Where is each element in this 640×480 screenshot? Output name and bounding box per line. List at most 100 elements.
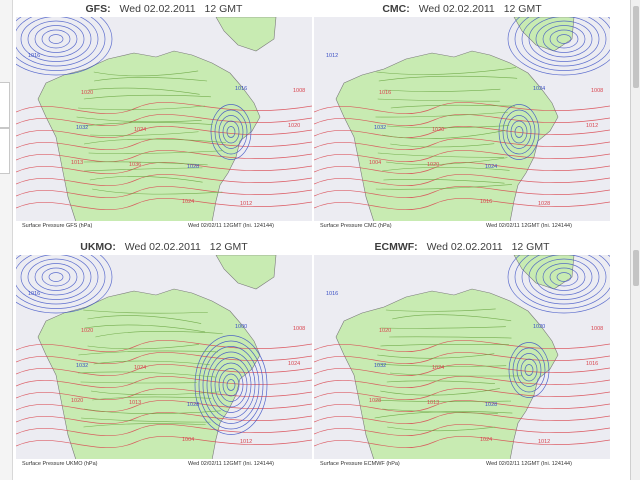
continental-isobar: [87, 315, 202, 324]
pressure-label: 1008: [591, 88, 603, 94]
low-isobar: [521, 255, 607, 305]
high-isobar: [16, 352, 312, 365]
continental-isobar: [380, 326, 506, 329]
caption-run-info: Wed 02/02/11 12GMT (Ini. 124144): [188, 461, 274, 467]
continental-isobar: [83, 94, 211, 100]
low-isobar: [516, 353, 542, 387]
continental-isobar: [385, 157, 508, 165]
map-caption: Surface Pressure ECMWF (hPa) Wed 02/02/1…: [314, 459, 610, 470]
low-isobar: [512, 347, 546, 393]
pressure-map[interactable]: 1012 1016 1020 1024 1028 1008 1032 1020 1016 1024…: [314, 17, 610, 222]
low-isobar: [210, 357, 252, 413]
continent-landmass: [335, 50, 559, 222]
continental-isobar: [385, 308, 496, 312]
pressure-label: 1016: [326, 291, 338, 297]
pressure-label: 1024: [134, 365, 146, 371]
side-tab-bottom[interactable]: [0, 128, 10, 174]
high-isobar: [314, 340, 610, 353]
continental-isobar: [377, 353, 495, 359]
pressure-label: 1032: [374, 363, 386, 369]
low-isobar: [194, 335, 268, 435]
pressure-label: 1013: [71, 160, 83, 166]
high-isobar: [314, 424, 610, 437]
continental-isobar: [88, 150, 224, 154]
continental-isobar: [92, 188, 223, 195]
pressure-map[interactable]: 1016 1020 1024 1028 1012 1008 1032 1013 1004 1000…: [16, 255, 312, 460]
vertical-scrollbar[interactable]: [630, 0, 640, 480]
continental-isobar: [390, 104, 516, 109]
continental-isobar: [84, 408, 221, 415]
continental-isobar: [375, 111, 508, 118]
high-isobar: [16, 114, 312, 127]
scrollbar-thumb[interactable]: [633, 6, 639, 88]
high-isobar: [16, 340, 312, 353]
pressure-label: 1012: [586, 123, 598, 129]
low-isobar: [514, 17, 610, 71]
caption-run-info: Wed 02/02/11 12GMT (Ini. 124144): [188, 223, 274, 229]
high-isobar: [16, 102, 312, 115]
continental-isobar: [382, 167, 510, 172]
continental-isobar: [376, 67, 517, 75]
high-isobar: [16, 364, 312, 377]
continental-isobar: [386, 125, 510, 129]
low-isobar: [498, 104, 540, 160]
pressure-label: 1032: [76, 125, 88, 131]
caption-left: Surface Pressure GFS (hPa): [22, 223, 93, 229]
pressure-label: 1004: [369, 160, 381, 166]
high-isobar: [16, 162, 312, 175]
pressure-map[interactable]: 1016 1020 1024 1028 1012 1008 1032 1013 1024 1020…: [314, 255, 610, 460]
pressure-label: 1020: [71, 398, 83, 404]
scrollbar-thumb-lower[interactable]: [633, 250, 639, 286]
high-isobar: [314, 126, 610, 139]
continental-isobar: [83, 161, 208, 166]
panel-title: ECMWF: Wed 02.02.2011 12 GMT: [314, 241, 610, 255]
pressure-label: 1020: [432, 127, 444, 133]
low-isobar: [506, 115, 532, 149]
pressure-map[interactable]: 1016 1020 1024 1028 1012 1008 1032 1036 1024 1016…: [16, 17, 312, 222]
low-isobar: [222, 373, 240, 397]
low-isobar: [514, 255, 610, 309]
continental-isobar: [78, 105, 206, 111]
high-isobar: [16, 376, 312, 389]
continental-isobar: [88, 87, 200, 95]
low-isobar: [535, 20, 593, 58]
continental-isobar: [389, 336, 512, 339]
high-isobar: [314, 198, 610, 211]
continental-isobar: [375, 184, 512, 190]
high-isobar: [314, 376, 610, 389]
low-isobar: [535, 258, 593, 296]
caption-left: Surface Pressure CMC (hPa): [320, 223, 392, 229]
low-isobar: [27, 20, 85, 58]
continental-isobar: [84, 167, 203, 172]
forecast-date: Wed 02.02.2011: [119, 3, 196, 15]
continent-landmass: [335, 288, 559, 460]
side-tab-top[interactable]: [0, 82, 10, 128]
pressure-label: 1008: [293, 88, 305, 94]
pressure-label: 1020: [379, 328, 391, 334]
continental-isobar: [83, 423, 206, 428]
map-caption: Surface Pressure UKMO (hPa) Wed 02/02/11…: [16, 459, 312, 470]
low-isobar: [226, 126, 236, 138]
continental-isobar: [386, 380, 495, 384]
low-isobar: [16, 17, 113, 76]
continental-isobar: [83, 309, 208, 314]
high-isobar: [314, 436, 610, 449]
pressure-label: 1012: [538, 439, 550, 445]
low-isobar: [556, 272, 572, 282]
low-isobar: [214, 109, 248, 155]
pressure-label: 1028: [187, 164, 199, 170]
high-isobar: [16, 138, 312, 151]
low-isobar: [507, 17, 610, 76]
low-isobar: [48, 272, 64, 282]
low-isobar: [549, 267, 579, 287]
low-isobar: [556, 34, 572, 44]
pressure-label: 1024: [533, 86, 545, 92]
low-isobar: [20, 255, 92, 300]
caption-left: Surface Pressure ECMWF (hPa): [320, 461, 400, 467]
continental-isobar: [380, 388, 500, 396]
greenland-landmass: [215, 17, 277, 52]
continental-isobar: [78, 371, 216, 378]
pressure-label: 1008: [293, 326, 305, 332]
continental-isobar: [89, 176, 203, 183]
continental-isobar: [87, 344, 199, 350]
